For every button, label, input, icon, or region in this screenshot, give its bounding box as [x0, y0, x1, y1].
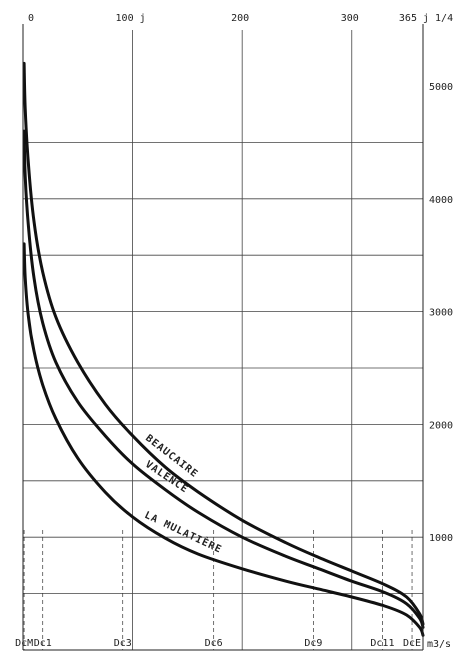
reference-day-label: DcM [15, 638, 33, 649]
reference-day-label: Dc11 [370, 638, 394, 649]
x-tick-label: 100 j [116, 13, 146, 24]
series-line-valence [22, 129, 425, 629]
y-tick-label: 4000 [429, 195, 453, 206]
reference-day-lines [23, 530, 413, 650]
grid [23, 30, 423, 650]
x-tick-label: 300 [341, 13, 359, 24]
y-tick-label: 1000 [429, 533, 453, 544]
y-tick-label: 2000 [429, 420, 453, 431]
y-unit-label: m3/s [427, 639, 451, 650]
tick-labels: 0 100 j 200 300 365 j 1/4 1000 2000 3000 4000 500… [15, 13, 453, 650]
reference-day-label: Dc6 [205, 638, 223, 649]
x-tick-label: 365 j 1/4 [399, 13, 453, 24]
series-curves [22, 61, 425, 637]
series-line-beaucaire [22, 61, 425, 626]
series-line-la-mulatiere [22, 242, 425, 637]
chart-frame [22, 24, 424, 651]
y-tick-label: 5000 [429, 82, 453, 93]
x-tick-label: 0 [28, 13, 34, 24]
reference-day-label: Dc1 [34, 638, 52, 649]
reference-day-label: Dc9 [304, 638, 322, 649]
x-tick-label: 200 [231, 13, 249, 24]
reference-day-label: Dc3 [114, 638, 132, 649]
reference-day-label: DcE [403, 638, 421, 649]
y-tick-label: 3000 [429, 308, 453, 319]
